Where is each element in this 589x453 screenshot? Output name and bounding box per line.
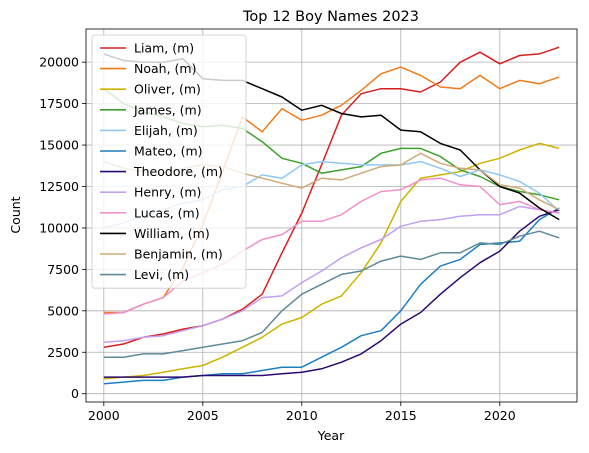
legend: Liam, (m) Noah, (m) Oliver, (m) James, (m) E… <box>91 34 247 289</box>
legend-label-9: William, (m) <box>134 226 210 241</box>
y-axis-ticks: 0 2500 5000 7500 10000 12500 15000 17500 20000 <box>39 55 86 401</box>
y-tick-label-6: 15000 <box>39 138 79 153</box>
legend-label-11: Levi, (m) <box>134 267 189 282</box>
legend-label-6: Theodore, (m) <box>133 164 223 179</box>
series-line-7 <box>103 205 560 344</box>
series-line-6 <box>103 208 560 378</box>
x-tick-label-3: 2015 <box>385 408 417 423</box>
legend-label-8: Lucas, (m) <box>134 205 200 220</box>
y-axis-label: Count <box>8 196 23 233</box>
legend-box <box>91 34 247 289</box>
x-tick-label-1: 2005 <box>187 408 219 423</box>
series-line-11 <box>103 230 560 358</box>
x-tick-label-0: 2000 <box>88 408 120 423</box>
series-line-2 <box>103 142 560 380</box>
legend-label-5: Mateo, (m) <box>134 144 203 159</box>
series-line-0 <box>103 46 560 349</box>
y-tick-label-5: 12500 <box>39 179 79 194</box>
x-axis-label: Year <box>317 428 345 443</box>
legend-label-4: Elijah, (m) <box>134 123 198 138</box>
chart-title: Top 12 Boy Names 2023 <box>242 9 419 25</box>
plot-frame <box>85 28 578 403</box>
y-tick-label-4: 10000 <box>39 220 79 235</box>
x-tick-label-2: 2010 <box>286 408 318 423</box>
y-tick-label-8: 20000 <box>39 55 79 70</box>
legend-label-1: Noah, (m) <box>134 61 196 76</box>
legend-label-10: Benjamin, (m) <box>134 247 223 262</box>
y-tick-label-3: 7500 <box>47 262 79 277</box>
x-tick-label-4: 2020 <box>484 408 516 423</box>
legend-label-3: James, (m) <box>133 102 202 117</box>
y-tick-label-1: 2500 <box>47 345 79 360</box>
y-tick-label-0: 0 <box>71 386 79 401</box>
legend-label-7: Henry, (m) <box>134 185 201 200</box>
y-tick-label-7: 17500 <box>39 96 79 111</box>
legend-label-2: Oliver, (m) <box>134 82 201 97</box>
x-axis-ticks: 2000 2005 2010 2015 2020 <box>88 402 516 423</box>
y-tick-label-2: 5000 <box>47 303 79 318</box>
legend-label-0: Liam, (m) <box>134 41 194 56</box>
